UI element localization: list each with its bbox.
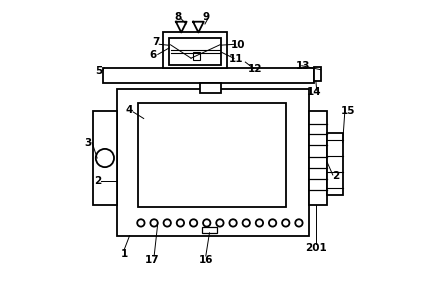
Bar [103,68,315,83]
Text: 17: 17 [145,255,160,264]
Bar [201,227,217,233]
Text: 11: 11 [229,54,243,64]
Text: 12: 12 [248,64,263,74]
Text: 6: 6 [149,50,156,60]
Text: 1: 1 [120,249,128,259]
Text: 3: 3 [84,137,92,148]
Text: 15: 15 [341,107,356,117]
Text: 2: 2 [332,171,339,181]
Bar [117,89,309,236]
Bar [163,32,227,68]
Text: 13: 13 [296,61,310,71]
Text: 16: 16 [198,255,213,264]
Bar [315,68,321,81]
Text: 9: 9 [202,12,209,22]
Text: 4: 4 [126,105,133,115]
Bar [169,38,221,65]
Bar [200,83,221,93]
Text: 14: 14 [307,87,322,97]
Text: 10: 10 [231,40,246,50]
Bar [327,133,343,195]
Bar [309,111,327,205]
Text: 8: 8 [174,12,181,22]
Text: 7: 7 [152,37,160,47]
Bar [138,103,286,207]
Bar [93,111,117,205]
Text: 2: 2 [94,176,101,186]
Bar [193,52,201,60]
Text: 201: 201 [305,243,327,253]
Text: 5: 5 [95,66,102,76]
